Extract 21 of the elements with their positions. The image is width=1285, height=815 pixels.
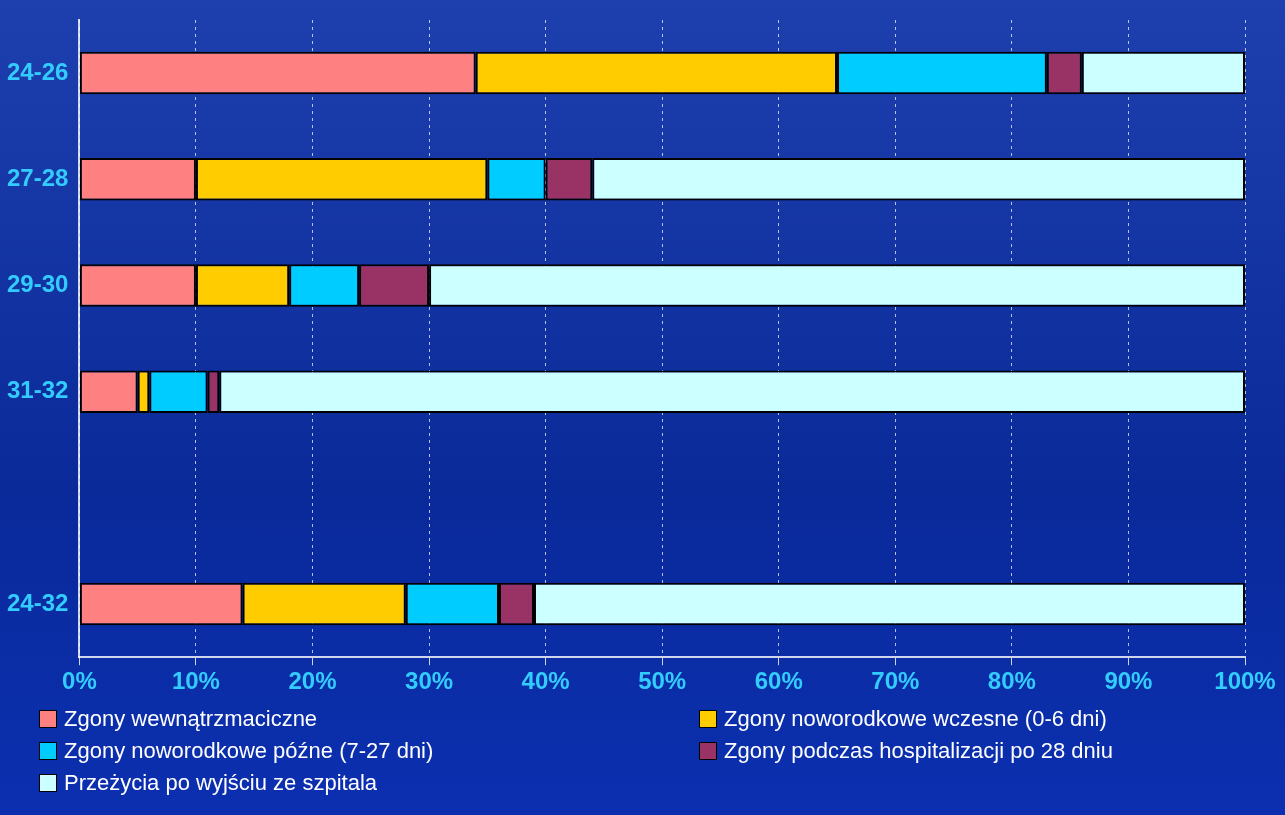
y-tick-label: 24-32 [6, 588, 69, 616]
legend-label: Zgony podczas hospitalizacji po 28 dniu [724, 738, 1113, 764]
legend-label: Zgony wewnątrzmaciczne [64, 706, 318, 732]
y-tick-label: 29-30 [6, 270, 69, 298]
x-tick-label: 10% [171, 667, 220, 695]
x-tick-label: 100% [1214, 667, 1276, 695]
x-tick-label: 30% [405, 667, 454, 695]
x-tick-label: 50% [638, 667, 687, 695]
x-tick-label: 80% [987, 667, 1036, 695]
y-tick-label: 24-26 [6, 57, 69, 85]
x-tick-label: 20% [288, 667, 337, 695]
legend-label: Zgony noworodkowe późne (7-27 dni) [64, 738, 434, 764]
x-tick-label: 60% [754, 667, 803, 695]
x-tick-label: 0% [62, 667, 97, 695]
legend-label: Zgony noworodkowe wczesne (0-6 dni) [724, 706, 1107, 732]
y-tick-label: 27-28 [6, 163, 69, 191]
y-tick-label: 31-32 [6, 376, 69, 404]
x-tick-label: 70% [871, 667, 920, 695]
x-tick-label: 40% [521, 667, 570, 695]
legend-label: Przeżycia po wyjściu ze szpitala [64, 770, 378, 796]
x-tick-label: 90% [1104, 667, 1153, 695]
